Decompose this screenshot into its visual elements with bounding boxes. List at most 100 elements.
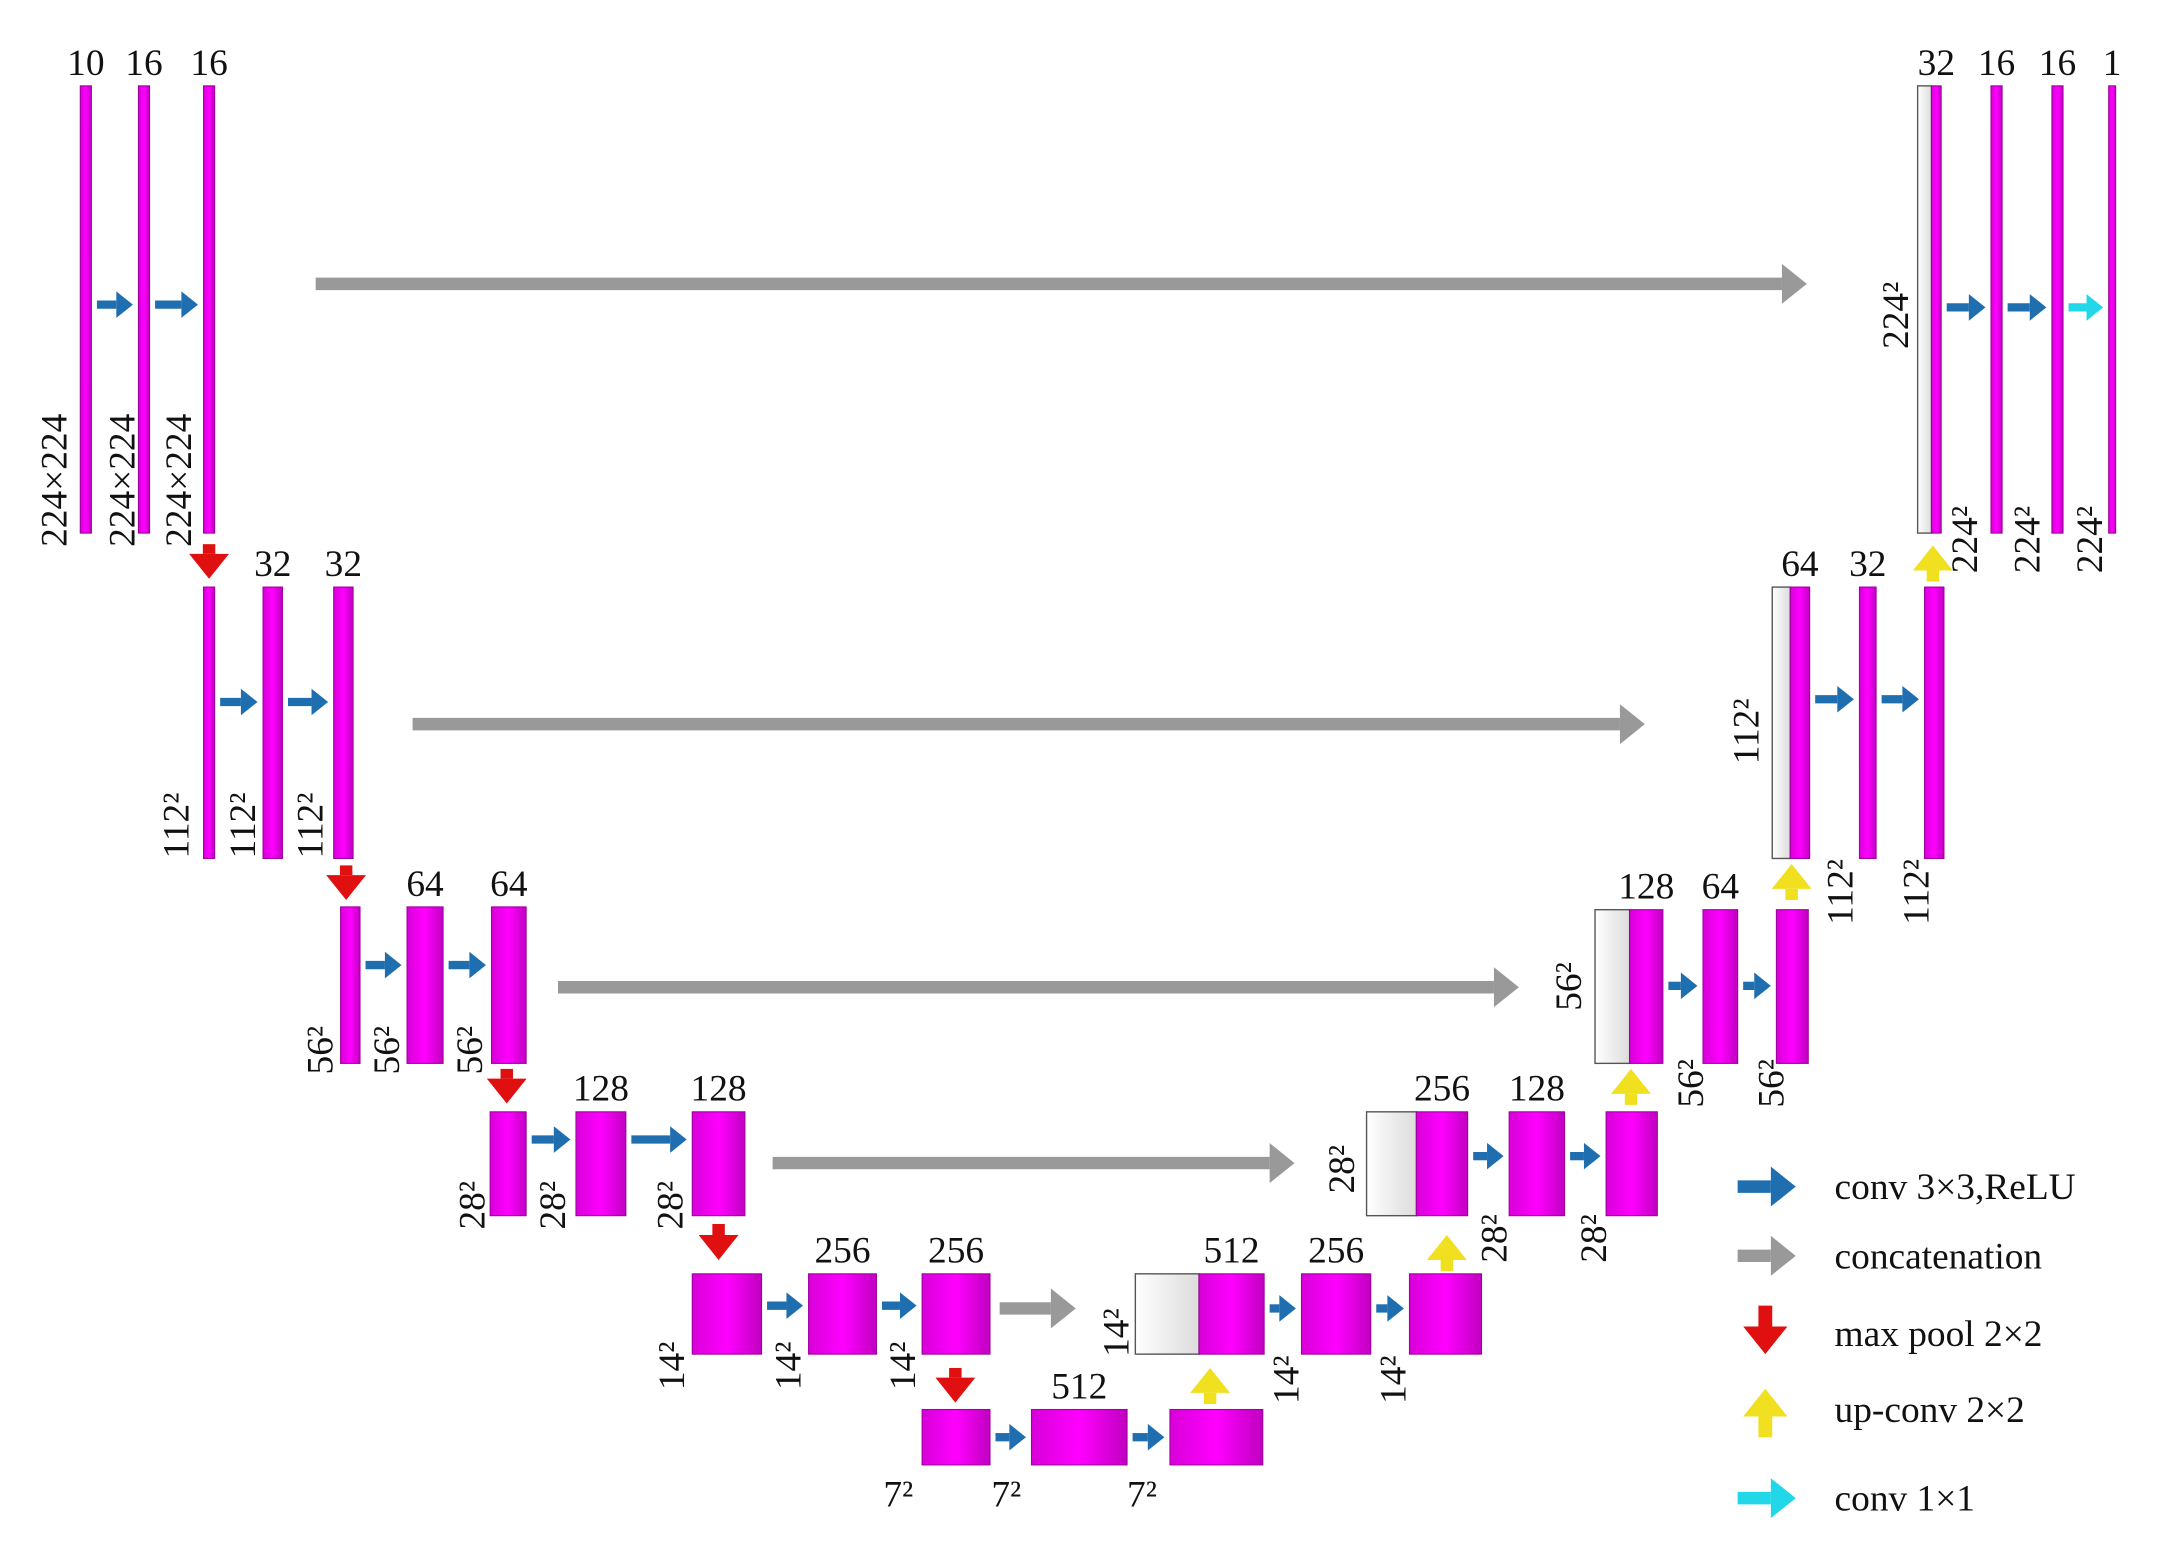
feature-map: 128 56²: [1549, 867, 1674, 1065]
conv-arrow: [1570, 1142, 1601, 1170]
feature-map: 256 14²: [883, 1231, 991, 1390]
legend-label: up-conv 2×2: [1835, 1390, 2025, 1431]
arrow-head: [1487, 1142, 1504, 1170]
channel-label: 10: [67, 43, 104, 84]
feature-block: [808, 1273, 877, 1355]
feature-map: 16 224²: [1945, 43, 2015, 573]
feature-block: [1415, 1111, 1469, 1217]
arrow-head: [181, 291, 198, 318]
size-label: 56²: [1671, 1059, 1712, 1108]
feature-block: [333, 586, 354, 860]
channel-label: 256: [1308, 1231, 1364, 1272]
feature-map: 128 28²: [1474, 1069, 1566, 1263]
arrow-head: [1426, 1235, 1467, 1260]
feature-map: 512 7²: [991, 1366, 1128, 1515]
arrow-head: [1147, 1423, 1165, 1451]
arrow-head: [1269, 1143, 1295, 1184]
feature-map: 10 224×224: [34, 43, 104, 547]
feature-block: [262, 586, 284, 860]
legend-item: max pool 2×2: [1743, 1305, 2043, 1355]
feature-map: 16 224×224: [159, 43, 228, 547]
feature-map: 28²: [1574, 1111, 1658, 1263]
feature-block: [2108, 85, 2117, 534]
size-label: 112²: [156, 793, 197, 859]
conv-arrow: [1743, 972, 1771, 1000]
size-label: 56²: [1751, 1059, 1792, 1108]
arrow-head: [698, 1235, 739, 1260]
feature-map: 7²: [1127, 1408, 1264, 1515]
size-label: 56²: [367, 1026, 408, 1075]
concat-arrow: [999, 1288, 1076, 1329]
legend-label: conv 1×1: [1835, 1479, 1975, 1520]
conv-arrow: [96, 291, 133, 318]
feature-block: [79, 85, 92, 534]
feature-block: [202, 586, 216, 860]
feature-block: [1775, 909, 1809, 1064]
feature-block: [489, 1111, 527, 1217]
feature-block: [1923, 586, 1945, 860]
legend-icon: [1737, 1166, 1796, 1207]
channel-label: 16: [2039, 43, 2076, 84]
size-label: 7²: [1127, 1474, 1157, 1515]
feature-map: 14²: [652, 1273, 763, 1390]
conv1x1-arrow: [2068, 294, 2104, 321]
arrow-head: [486, 1078, 527, 1104]
legend-item: conv 1×1: [1737, 1478, 1975, 1520]
feature-block: [1198, 1273, 1265, 1355]
feature-map: 512 14²: [1096, 1231, 1265, 1357]
conv-arrow: [1269, 1295, 1296, 1322]
feature-map: 112²: [1897, 586, 1945, 925]
feature-block: [575, 1111, 627, 1217]
size-label: 7²: [991, 1474, 1021, 1515]
feature-block: [1605, 1111, 1658, 1217]
arrow-head: [899, 1292, 917, 1319]
legend-item: concatenation: [1737, 1235, 2042, 1277]
arrow-head: [1279, 1295, 1296, 1322]
channel-label: 32: [1849, 544, 1886, 585]
feature-block: [406, 906, 444, 1064]
legend-icon: [1737, 1235, 1796, 1276]
channel-label: 32: [254, 544, 291, 585]
feature-map: 32 112²: [1821, 544, 1887, 925]
feature-block: [691, 1111, 746, 1217]
feature-map: 128 28²: [651, 1069, 747, 1230]
size-label: 56²: [1549, 962, 1590, 1011]
conv-arrow: [1376, 1295, 1404, 1322]
feature-block: [137, 85, 151, 534]
feature-block: [2051, 85, 2064, 534]
feature-block: [1858, 586, 1877, 860]
feature-map: 128 28²: [533, 1069, 629, 1230]
conv-arrow: [995, 1423, 1026, 1451]
arrow-head: [326, 875, 367, 900]
size-label: 28²: [1474, 1214, 1515, 1263]
size-label: 224²: [2007, 506, 2048, 573]
size-label: 14²: [1096, 1308, 1137, 1357]
feature-map: 56²: [300, 906, 361, 1074]
upconv-arrow: [1426, 1235, 1467, 1272]
arrow-head: [116, 291, 133, 318]
size-label: 56²: [450, 1026, 491, 1075]
channel-label: 512: [1204, 1231, 1260, 1272]
size-label: 112²: [291, 793, 332, 859]
feature-block: [691, 1273, 763, 1355]
arrow-head: [240, 688, 258, 716]
size-label: 28²: [453, 1181, 494, 1230]
arrow-head: [1968, 294, 1986, 321]
feature-map: 14²: [1373, 1273, 1483, 1404]
size-label: 112²: [223, 793, 264, 859]
feature-map: 64 56²: [450, 864, 528, 1075]
legend-label: max pool 2×2: [1835, 1314, 2043, 1355]
arrow-head: [1743, 1388, 1788, 1417]
arrow-head: [1770, 1235, 1796, 1276]
conv-arrow: [881, 1292, 917, 1319]
channel-label: 64: [1781, 544, 1819, 585]
conv-arrow: [1668, 972, 1698, 1000]
arrow-head: [1770, 1478, 1796, 1519]
feature-block: [921, 1408, 991, 1466]
arrow-head: [1771, 863, 1812, 889]
feature-map: 64 56²: [367, 864, 444, 1075]
feature-block: [1169, 1408, 1264, 1466]
conv-arrow: [365, 951, 402, 979]
feature-block: [202, 85, 216, 534]
